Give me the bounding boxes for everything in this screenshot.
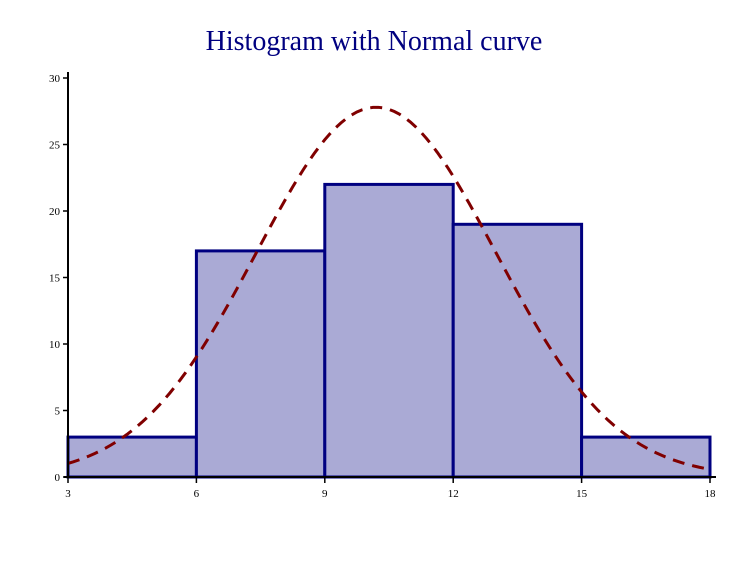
chart-title: Histogram with Normal curve <box>206 26 543 57</box>
x-tick-label: 3 <box>65 488 71 500</box>
axes-group: 0 5 10 15 20 25 30 3 6 9 12 15 18 <box>49 72 716 500</box>
x-tick-label: 15 <box>576 488 588 500</box>
x-tick-label: 12 <box>448 488 459 500</box>
histogram-bar-4 <box>451 222 584 479</box>
y-tick-label: 25 <box>49 140 61 152</box>
histogram-bar-3 <box>323 182 455 479</box>
y-tick-label: 5 <box>55 406 61 418</box>
y-tick-label: 30 <box>49 73 61 85</box>
x-tick-label: 6 <box>194 488 200 500</box>
y-tick-label: 15 <box>49 273 61 285</box>
x-tick-label: 18 <box>705 488 717 500</box>
x-tick-label: 9 <box>322 488 328 500</box>
histogram-bar-5 <box>580 435 712 479</box>
y-tick-label: 10 <box>49 339 61 351</box>
histogram-bar-2 <box>194 249 327 479</box>
y-tick-label: 0 <box>55 472 61 484</box>
bars-group <box>66 182 712 479</box>
y-tick-label: 20 <box>49 206 61 218</box>
